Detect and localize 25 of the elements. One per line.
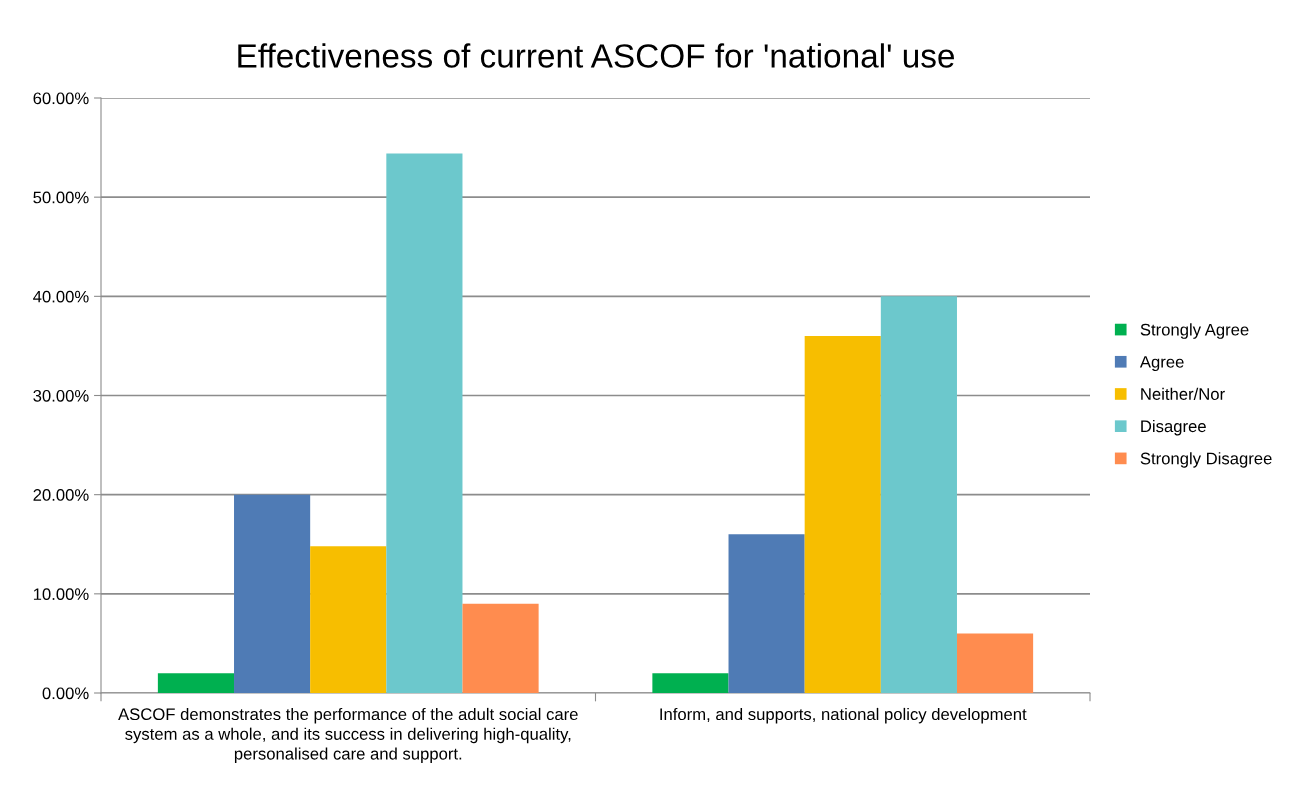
- bar: [956, 633, 1034, 693]
- bar: [310, 546, 387, 693]
- legend-label: Disagree: [1141, 419, 1206, 436]
- y-tick-label: 30.00%: [33, 389, 89, 402]
- legend-label: Neither/Nor: [1141, 387, 1225, 400]
- y-tick-label: 60.00%: [33, 92, 89, 105]
- chart-title: Effectiveness of current ASCOF for 'national' use: [238, 43, 954, 68]
- bar: [880, 296, 957, 693]
- y-tick-label: 20.00%: [33, 489, 89, 501]
- bar: [386, 153, 463, 693]
- bar: [728, 534, 805, 693]
- y-tick-label: 10.00%: [33, 588, 89, 601]
- legend-label: Strongly Disagree: [1140, 452, 1272, 468]
- bar: [804, 336, 881, 693]
- bar: [652, 673, 729, 693]
- y-tick-label: 50.00%: [33, 191, 89, 204]
- y-tick-label: 0.00%: [42, 687, 89, 700]
- x-tick-label: Inform, and supports, national policy development: [660, 707, 1027, 724]
- legend-label: Agree: [1139, 356, 1184, 372]
- bar: [234, 494, 311, 693]
- legend-label: Strongly Agree: [1140, 323, 1249, 339]
- bar: [462, 603, 539, 693]
- bar: [157, 673, 235, 693]
- y-tick-label: 40.00%: [33, 290, 89, 303]
- x-tick-label: ASCOF demonstrates the performance of the adult social care system as a whole, and its success in delivering high-quality, personalised care and support.: [118, 707, 578, 763]
